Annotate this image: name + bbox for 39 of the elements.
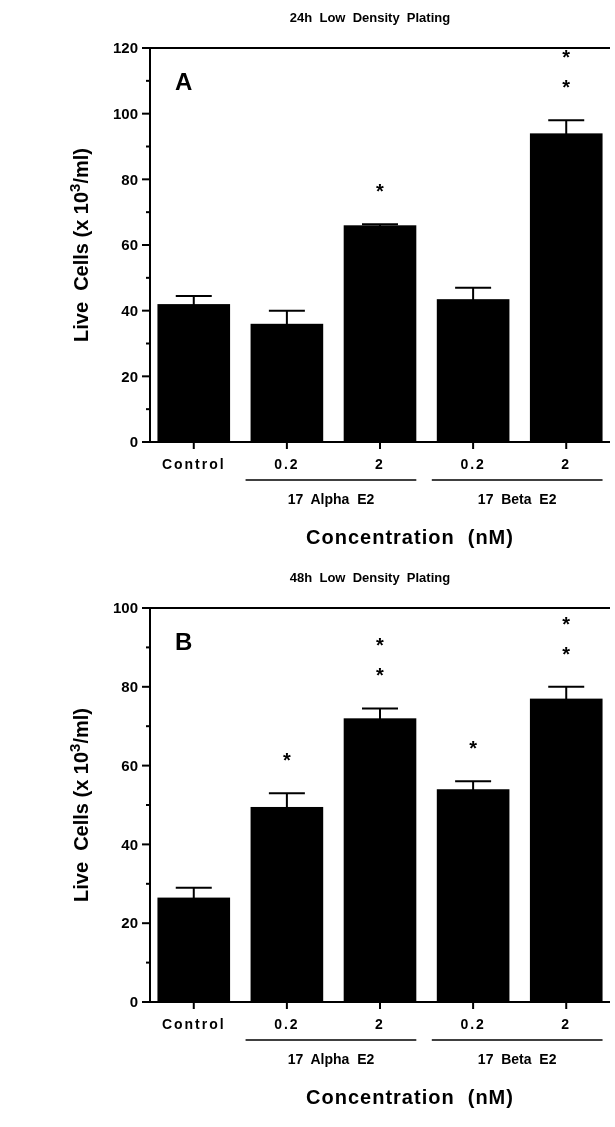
x-tick-label: Control bbox=[161, 1016, 226, 1032]
data-label: ** bbox=[562, 612, 571, 665]
data-label: * bbox=[282, 749, 291, 772]
data-label: * bbox=[376, 180, 385, 203]
text: 17 Beta E2 bbox=[477, 1051, 557, 1067]
data-label: * bbox=[469, 737, 478, 760]
y-tick-label: 40 bbox=[121, 835, 138, 853]
y-tick-label: 20 bbox=[121, 367, 138, 385]
x-tick-label: 2 bbox=[561, 1016, 572, 1032]
x-tick-label: 2 bbox=[375, 1016, 385, 1032]
y-tick-label: 20 bbox=[121, 914, 138, 932]
y-tick-label: 40 bbox=[121, 301, 138, 319]
y-tick-label: 0 bbox=[129, 433, 138, 451]
text: 17 Beta E2 bbox=[477, 491, 557, 507]
chart-title: 24h Low Density Plating bbox=[289, 10, 451, 25]
data-label: ** bbox=[376, 634, 385, 687]
y-tick-label: 120 bbox=[112, 39, 138, 57]
text: 17 Alpha E2 bbox=[287, 1051, 375, 1067]
x-axis-title: Concentration (nM) bbox=[306, 1086, 514, 1108]
y-tick-label: 80 bbox=[121, 170, 138, 188]
x-axis-title: Concentration (nM) bbox=[306, 526, 514, 548]
y-tick-label: 60 bbox=[121, 236, 138, 254]
y-tick-label: 100 bbox=[112, 599, 138, 617]
y-tick-label: 80 bbox=[121, 678, 138, 696]
x-tick-label: 2 bbox=[561, 456, 572, 472]
annotation: A bbox=[175, 68, 193, 95]
x-tick-label: 0.2 bbox=[460, 1016, 486, 1032]
text: 17 Alpha E2 bbox=[287, 491, 375, 507]
y-tick-label: 0 bbox=[129, 993, 138, 1011]
x-tick-label: 0.2 bbox=[274, 456, 300, 472]
x-tick-label: 0.2 bbox=[460, 456, 486, 472]
y-tick-label: 100 bbox=[112, 104, 138, 122]
y-tick-label: 60 bbox=[121, 756, 138, 774]
x-tick-label: 0.2 bbox=[274, 1016, 300, 1032]
chart-title: 48h Low Density Plating bbox=[289, 570, 451, 585]
data-label: ** bbox=[562, 46, 571, 99]
x-tick-label: Control bbox=[161, 456, 226, 472]
annotation: B bbox=[175, 628, 193, 655]
x-tick-label: 2 bbox=[375, 456, 385, 472]
